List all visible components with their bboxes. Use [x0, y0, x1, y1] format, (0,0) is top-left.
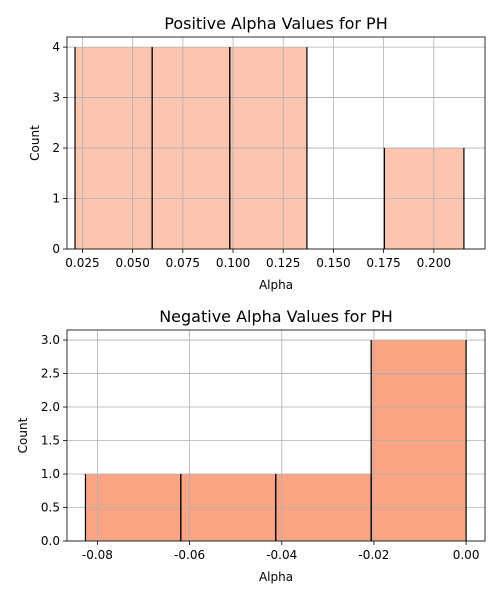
x-tick-label: -0.08 [82, 548, 113, 562]
x-tick-label: 0.175 [366, 256, 400, 270]
chart-title: Negative Alpha Values for PH [159, 307, 393, 326]
x-tick-label: -0.06 [174, 548, 205, 562]
x-axis-label: Alpha [259, 570, 293, 584]
x-tick-label: 0.150 [316, 256, 350, 270]
plot-frame [66, 36, 486, 250]
y-tick-label: 2.5 [41, 367, 60, 381]
x-tick-label: -0.04 [266, 548, 297, 562]
chart-positive-alpha: 0.025 0.050 0.075 0.100 0.125 0.150 0.175 0.200… [28, 14, 486, 292]
plot-frame [66, 329, 486, 542]
y-tick-label: 3 [52, 91, 60, 105]
y-axis-label: Count [16, 417, 30, 453]
x-tick-label: 0.00 [453, 548, 480, 562]
y-tick-label: 3.0 [41, 333, 60, 347]
x-tick-label: 0.025 [65, 256, 99, 270]
chart-negative-alpha: -0.08 -0.06 -0.04 -0.02 0.00 0.0 0.5 1.0 1.5 2.0 2… [16, 307, 486, 584]
x-axis-label: Alpha [259, 278, 293, 292]
x-tick-label: 0.125 [266, 256, 300, 270]
y-tick-label: 1.5 [41, 434, 60, 448]
x-tick-label: 0.100 [216, 256, 250, 270]
y-tick-label: 0.0 [41, 534, 60, 548]
y-tick-label: 2 [52, 141, 60, 155]
x-tick-label: 0.050 [115, 256, 149, 270]
chart-title: Positive Alpha Values for PH [164, 14, 387, 33]
x-tick-label: 0.200 [417, 256, 451, 270]
x-tick-label: 0.075 [166, 256, 200, 270]
x-tick-label: -0.02 [358, 548, 389, 562]
y-axis-label: Count [28, 125, 42, 161]
y-tick-label: 1.0 [41, 467, 60, 481]
y-tick-label: 0.5 [41, 501, 60, 515]
y-tick-label: 0 [52, 242, 60, 256]
y-tick-label: 1 [52, 192, 60, 206]
y-tick-label: 2.0 [41, 400, 60, 414]
y-tick-label: 4 [52, 40, 60, 54]
